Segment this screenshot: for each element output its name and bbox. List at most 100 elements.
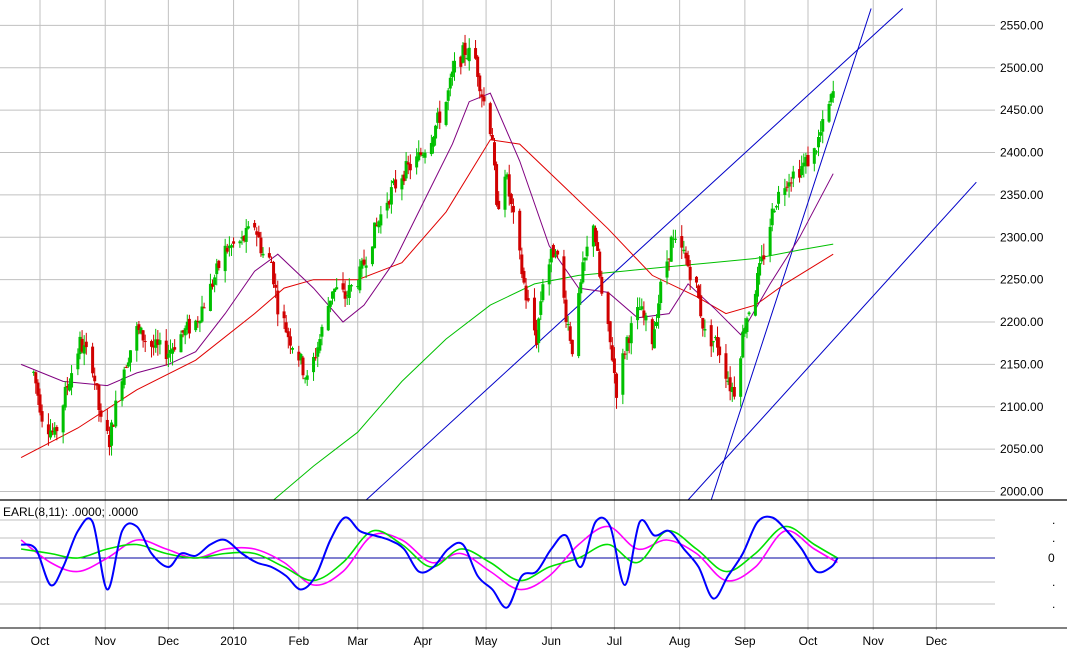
candle-body: [255, 231, 259, 235]
candle-body: [431, 137, 435, 147]
candle-body: [91, 346, 95, 374]
candle-body: [158, 340, 162, 345]
candle-body: [568, 326, 572, 341]
candle-body: [701, 317, 705, 329]
trendline: [687, 181, 977, 500]
candle-body: [713, 337, 717, 339]
candle-body: [335, 287, 339, 290]
x-tick-label: Dec: [926, 634, 947, 648]
candle-body: [320, 326, 324, 337]
candle-body: [173, 347, 177, 350]
candle-body: [673, 238, 677, 240]
candle-body: [814, 151, 818, 153]
candle-body: [164, 340, 168, 360]
candle-body: [684, 252, 688, 259]
candle-body: [644, 315, 648, 321]
candle-body: [152, 345, 156, 348]
candle-body: [621, 353, 625, 395]
candle-body: [623, 353, 627, 355]
candle-body: [208, 283, 212, 311]
candle-body: [777, 191, 781, 204]
candle-body: [821, 119, 825, 132]
candle-body: [453, 60, 457, 73]
candle-body: [577, 293, 581, 357]
candle-body: [541, 284, 545, 301]
candle-body: [591, 225, 595, 247]
candle-body: [610, 345, 614, 361]
candle-body: [459, 56, 463, 67]
candle-body: [579, 282, 583, 294]
osc-tick-label: 0: [1048, 551, 1055, 565]
x-tick-label: Oct: [799, 634, 818, 648]
candle-body: [65, 386, 69, 388]
candle-body: [217, 260, 221, 268]
candle-body: [196, 320, 200, 322]
candle-body: [171, 348, 175, 354]
candle-body: [526, 298, 530, 301]
candle-body: [82, 345, 86, 354]
candle-body: [682, 249, 686, 252]
candle-body: [375, 224, 379, 226]
candle-body: [659, 281, 663, 304]
candle-body: [141, 330, 145, 341]
candle-body: [699, 295, 703, 317]
candle-body: [791, 171, 795, 179]
candle-body: [728, 377, 732, 392]
candle-body: [669, 236, 673, 262]
candle-body: [497, 200, 501, 210]
candle-body: [183, 328, 187, 336]
candle-body: [655, 322, 659, 326]
candle-body: [272, 261, 276, 285]
candle-body: [80, 338, 84, 352]
candle-body: [680, 236, 684, 248]
candlesticks: [32, 34, 835, 456]
candle-body: [282, 311, 286, 319]
candle-body: [739, 358, 743, 397]
candle-body: [785, 186, 789, 188]
candle-body: [718, 346, 722, 356]
candle-body: [585, 246, 589, 257]
candle-body: [229, 245, 233, 248]
candle-body: [166, 353, 170, 358]
candle-body: [32, 371, 36, 373]
candle-body: [99, 410, 103, 417]
candle-body: [800, 166, 804, 176]
candle-body: [257, 232, 261, 238]
moving-averages: [20, 92, 834, 500]
candle-body: [551, 244, 555, 258]
candle-body: [507, 174, 511, 197]
candle-body: [402, 174, 406, 182]
candle-body: [564, 299, 568, 323]
candle-body: [194, 320, 198, 331]
candle-body: [450, 71, 454, 78]
candle-body: [688, 266, 692, 281]
y-tick-label: 2550.00: [1000, 18, 1044, 32]
candle-body: [63, 386, 67, 408]
candle-body: [400, 178, 404, 190]
candle-body: [606, 292, 610, 325]
candle-body: [724, 353, 728, 379]
candle-body: [490, 134, 494, 140]
candle-body: [465, 57, 469, 59]
candle-body: [652, 329, 656, 349]
candle-body: [40, 411, 44, 422]
candle-body: [583, 257, 587, 261]
candle-body: [774, 206, 778, 208]
candle-body: [817, 137, 821, 148]
candle-body: [756, 273, 760, 297]
candle-body: [200, 306, 204, 322]
candle-body: [522, 271, 526, 283]
candle-body: [364, 265, 368, 268]
candle-body: [187, 318, 191, 334]
y-tick-label: 2100.00: [1000, 400, 1044, 414]
candle-body: [156, 339, 160, 345]
candle-body: [305, 375, 309, 380]
osc-signal-line: [20, 525, 838, 591]
candle-body: [51, 431, 55, 433]
candle-body: [341, 283, 345, 290]
candle-body: [385, 202, 389, 211]
candle-body: [640, 306, 644, 310]
candle-body: [509, 194, 513, 205]
candle-body: [67, 383, 71, 391]
